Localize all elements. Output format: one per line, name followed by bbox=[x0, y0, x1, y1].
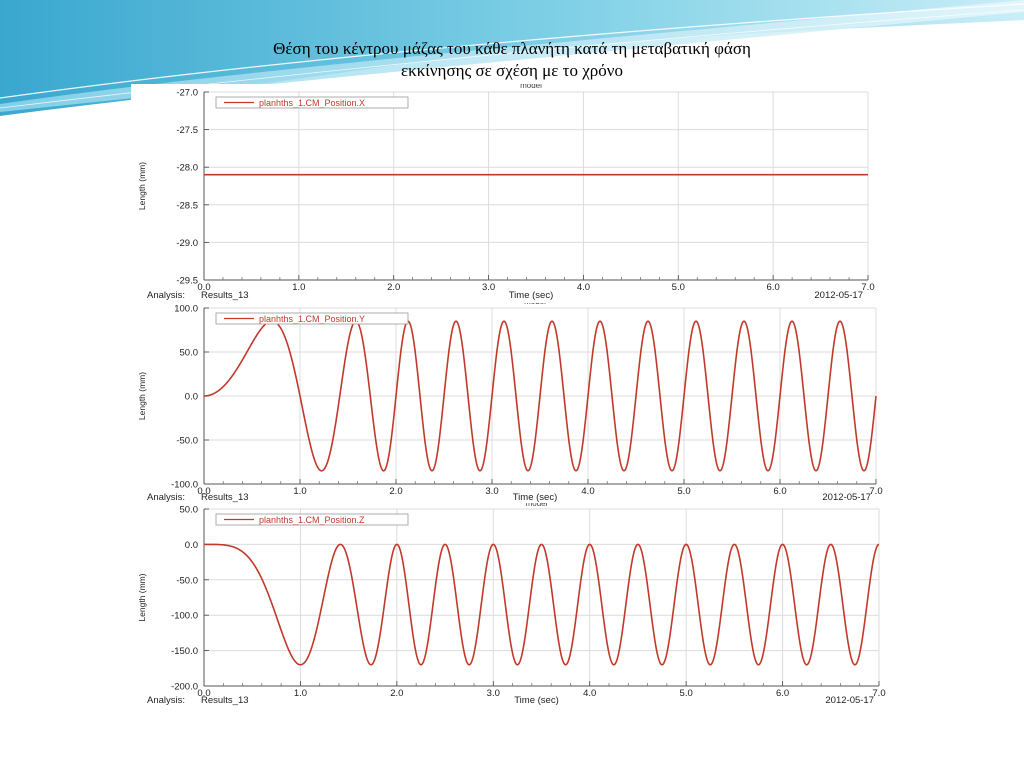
x-tick-label: 1.0 bbox=[294, 688, 307, 699]
x-tick-label: 3.0 bbox=[485, 486, 498, 497]
x-tick-label: 6.0 bbox=[767, 282, 780, 293]
y-tick-label: 50.0 bbox=[180, 348, 199, 359]
y-tick-label: -28.5 bbox=[176, 200, 198, 211]
x-tick-label: 5.0 bbox=[672, 282, 685, 293]
x-tick-label: 7.0 bbox=[861, 282, 874, 293]
x-tick-label: 1.0 bbox=[292, 282, 305, 293]
slide-title: Θέση του κέντρου μάζας του κάθε πλανήτη … bbox=[180, 38, 844, 82]
x-tick-label: 4.0 bbox=[577, 282, 590, 293]
y-tick-label: 0.0 bbox=[185, 392, 198, 403]
y-tick-label: -50.0 bbox=[176, 575, 198, 586]
x-tick-label: 1.0 bbox=[293, 486, 306, 497]
chart-date: 2012-05-17 bbox=[814, 290, 863, 301]
x-tick-label: 7.0 bbox=[869, 486, 882, 497]
x-tick-label: 5.0 bbox=[680, 688, 693, 699]
analysis-label: Analysis: bbox=[147, 695, 185, 706]
x-tick-label: 7.0 bbox=[872, 688, 885, 699]
y-tick-label: 50.0 bbox=[180, 505, 199, 516]
y-axis-label: Length (mm) bbox=[137, 573, 147, 621]
x-tick-label: 0.0 bbox=[197, 688, 210, 699]
chart-svg-y: model 0.0 1.0 2.0 3.0 4.0 5.0 6.0 7.0 100.0 50.0 0.… bbox=[137, 303, 883, 503]
y-tick-label: 100.0 bbox=[174, 304, 198, 315]
x-tick-label: 2.0 bbox=[387, 282, 400, 293]
x-tick-label: 5.0 bbox=[677, 486, 690, 497]
y-tick-label: -100.0 bbox=[171, 611, 198, 622]
chart-model-label: model bbox=[526, 503, 548, 508]
analysis-name: Results_13 bbox=[201, 290, 249, 301]
legend-box bbox=[215, 96, 409, 109]
y-tick-label: -29.0 bbox=[176, 238, 198, 249]
y-tick-label: -100.0 bbox=[171, 480, 198, 491]
x-tick-label: 4.0 bbox=[583, 688, 596, 699]
y-tick-label: -150.0 bbox=[171, 646, 198, 657]
series-line bbox=[203, 320, 877, 472]
slide-title-line1: Θέση του κέντρου μάζας του κάθε πλανήτη … bbox=[273, 39, 751, 58]
y-axis-label: Length (mm) bbox=[137, 372, 147, 420]
y-tick-label: -27.0 bbox=[176, 88, 198, 99]
chart-svg-x: model 0.0 1.0 2.0 3.0 4.0 5.0 6.0 7.0 -27.0 -27.5 -… bbox=[137, 84, 875, 301]
x-tick-label: 6.0 bbox=[773, 486, 786, 497]
x-tick-label: 0.0 bbox=[197, 282, 210, 293]
chart-panel-z: model 0.0 1.0 2.0 3.0 4.0 5.0 6.0 7.0 50.0 0.0 -50.… bbox=[131, 503, 894, 708]
x-axis-label: Time (sec) bbox=[513, 492, 558, 503]
y-axis-label: Length (mm) bbox=[137, 162, 147, 210]
x-tick-label: 0.0 bbox=[197, 486, 210, 497]
analysis-name: Results_13 bbox=[201, 695, 249, 706]
x-tick-label: 3.0 bbox=[482, 282, 495, 293]
y-tick-label: -29.5 bbox=[176, 276, 198, 287]
chart-panel-y: model 0.0 1.0 2.0 3.0 4.0 5.0 6.0 7.0 100.0 50.0 0.… bbox=[131, 303, 894, 503]
chart-svg-z: model 0.0 1.0 2.0 3.0 4.0 5.0 6.0 7.0 50.0 0.0 -50.… bbox=[137, 503, 886, 706]
slide-title-line2: εκκίνησης σε σχέση με το χρόνο bbox=[401, 61, 623, 80]
chart-date: 2012-05-17 bbox=[825, 695, 874, 706]
x-axis-label: Time (sec) bbox=[509, 290, 554, 301]
legend-label: planhths_1.CM_Position.Z bbox=[259, 515, 365, 525]
legend-box bbox=[215, 312, 409, 325]
x-tick-label: 3.0 bbox=[487, 688, 500, 699]
chart-panel-x: model 0.0 1.0 2.0 3.0 4.0 5.0 6.0 7.0 -27.0 -27.5 -… bbox=[131, 84, 894, 302]
y-tick-label: -28.0 bbox=[176, 163, 198, 174]
chart-model-label: model bbox=[520, 84, 542, 90]
legend-label: planhths_1.CM_Position.X bbox=[259, 98, 365, 108]
analysis-label: Analysis: bbox=[147, 290, 185, 301]
y-tick-label: 0.0 bbox=[185, 540, 198, 551]
chart-date: 2012-05-17 bbox=[822, 492, 871, 503]
chart-model-label: model bbox=[524, 303, 546, 306]
x-axis-label: Time (sec) bbox=[514, 695, 559, 706]
y-tick-label: -50.0 bbox=[176, 436, 198, 447]
x-tick-label: 2.0 bbox=[389, 486, 402, 497]
x-tick-label: 2.0 bbox=[390, 688, 403, 699]
analysis-name: Results_13 bbox=[201, 492, 249, 503]
analysis-label: Analysis: bbox=[147, 492, 185, 503]
series-line bbox=[204, 543, 880, 666]
x-tick-label: 6.0 bbox=[776, 688, 789, 699]
x-tick-label: 4.0 bbox=[581, 486, 594, 497]
legend-box bbox=[215, 513, 409, 526]
legend-label: planhths_1.CM_Position.Y bbox=[259, 314, 365, 324]
y-tick-label: -200.0 bbox=[171, 682, 198, 693]
y-tick-label: -27.5 bbox=[176, 125, 198, 136]
